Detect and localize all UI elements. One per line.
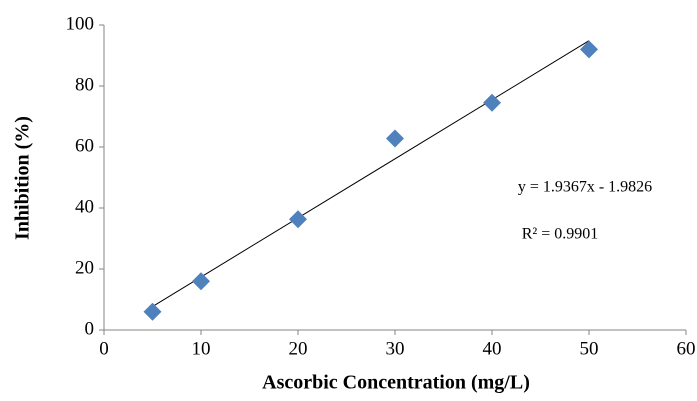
y-tick-label: 0 (85, 318, 95, 339)
annotation: y = 1.9367x - 1.9826 (518, 179, 652, 196)
data-point (580, 40, 598, 58)
y-tick-label: 60 (75, 135, 94, 156)
x-tick-label: 30 (386, 338, 405, 359)
data-point (192, 272, 210, 290)
y-tick-label: 40 (75, 196, 94, 217)
y-tick-label: 100 (66, 13, 95, 34)
trendline (153, 41, 590, 307)
data-point (144, 303, 162, 321)
data-point (289, 210, 307, 228)
x-tick-label: 0 (99, 338, 109, 359)
annotation: R² = 0.9901 (522, 226, 599, 243)
x-tick-label: 40 (483, 338, 502, 359)
y-tick-label: 80 (75, 74, 94, 95)
x-tick-label: 50 (580, 338, 599, 359)
page: Ascorbic Concentration (mg/L) Inhibition… (0, 0, 697, 401)
chart: Ascorbic Concentration (mg/L) Inhibition… (0, 0, 697, 401)
x-tick-label: 10 (192, 338, 211, 359)
x-axis-title: Ascorbic Concentration (mg/L) (262, 372, 530, 394)
x-tick-label: 60 (677, 338, 696, 359)
y-axis-title: Inhibition (%) (12, 116, 34, 240)
x-tick-label: 20 (289, 338, 308, 359)
y-tick-label: 20 (75, 257, 94, 278)
data-point (386, 129, 404, 147)
